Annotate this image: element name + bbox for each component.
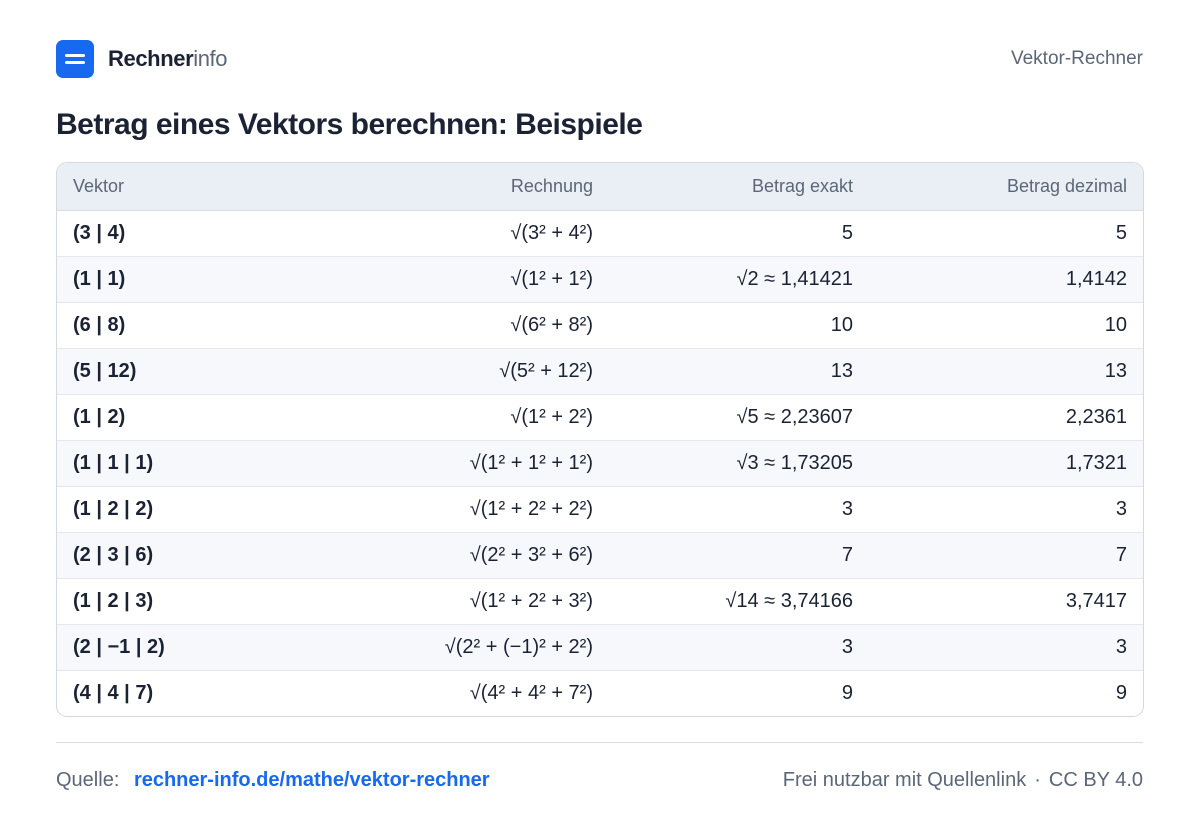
- cell-decimal: 13: [869, 348, 1143, 395]
- table-body: (3 | 4) √(3² + 4²) 5 5 (1 | 1) √(1² + 1²) √2 ≈…: [57, 210, 1143, 717]
- cell-exact: 3: [609, 624, 869, 671]
- table-row: (6 | 8) √(6² + 8²) 10 10: [57, 302, 1143, 349]
- cell-calculation: √(3² + 4²): [317, 210, 609, 257]
- cell-decimal: 1,4142: [869, 256, 1143, 303]
- table-row: (3 | 4) √(3² + 4²) 5 5: [57, 210, 1143, 257]
- cell-vector: (2 | −1 | 2): [57, 624, 317, 671]
- cell-exact: √2 ≈ 1,41421: [609, 256, 869, 303]
- examples-table-container: Vektor Rechnung Betrag exakt Betrag dezi…: [56, 162, 1144, 717]
- cell-decimal: 3: [869, 624, 1143, 671]
- header-calculator-label: Vektor-Rechner: [1010, 48, 1143, 69]
- cell-decimal: 3: [869, 486, 1143, 533]
- brand-name: Rechnerinfo: [108, 46, 228, 72]
- cell-calculation: √(1² + 2² + 2²): [317, 486, 609, 533]
- cell-decimal: 1,7321: [869, 440, 1143, 487]
- cell-exact: √14 ≈ 3,74166: [609, 578, 869, 625]
- footer-divider: [56, 742, 1143, 743]
- brand-name-bold: Rechner: [108, 46, 194, 71]
- table-header-row: Vektor Rechnung Betrag exakt Betrag dezi…: [57, 163, 1143, 211]
- cell-decimal: 2,2361: [869, 394, 1143, 441]
- logo-icon: [56, 40, 94, 78]
- cell-exact: 10: [609, 302, 869, 349]
- table-row: (1 | 2 | 3) √(1² + 2² + 3²) √14 ≈ 3,74166 3…: [57, 578, 1143, 625]
- table-row: (1 | 1 | 1) √(1² + 1² + 1²) √3 ≈ 1,73205 1,…: [57, 440, 1143, 487]
- cell-vector: (1 | 1 | 1): [57, 440, 317, 487]
- source-label: Quelle:: [56, 768, 120, 791]
- license-text: Frei nutzbar mit Quellenlink: [782, 768, 1027, 791]
- cell-calculation: √(6² + 8²): [317, 302, 609, 349]
- cell-vector: (1 | 2): [57, 394, 317, 441]
- table-row: (1 | 2 | 2) √(1² + 2² + 2²) 3 3: [57, 486, 1143, 533]
- table-row: (2 | 3 | 6) √(2² + 3² + 6²) 7 7: [57, 532, 1143, 579]
- examples-table: Vektor Rechnung Betrag exakt Betrag dezi…: [57, 163, 1143, 716]
- cell-exact: 9: [841, 682, 853, 704]
- footer-source: Quelle: rechner-info.de/mathe/vektor-rec…: [56, 769, 490, 792]
- license-separator: ·: [1034, 768, 1041, 791]
- cell-calculation: √(1² + 2²): [317, 394, 609, 441]
- cell-vector: (1 | 2 | 2): [57, 486, 317, 533]
- table-row: (4 | 4 | 7) √(4² + 4² + 7²) 9 9: [57, 671, 1143, 717]
- cell-calculation: √(2² + (−1)² + 2²): [317, 624, 609, 671]
- footer-license: Frei nutzbar mit Quellenlink · CC BY 4.0: [783, 769, 1143, 792]
- page-footer: Quelle: rechner-info.de/mathe/vektor-rec…: [56, 764, 1143, 796]
- cell-vector: (4 | 4 | 7): [73, 682, 154, 704]
- cell-decimal: 10: [869, 302, 1143, 349]
- cell-vector: (3 | 4): [57, 210, 317, 257]
- table-row: (1 | 2) √(1² + 2²) √5 ≈ 2,23607 2,2361: [57, 394, 1143, 441]
- cell-calculation: √(4² + 4² + 7²): [469, 682, 593, 704]
- cell-exact: 3: [609, 486, 869, 533]
- cell-exact: √5 ≈ 2,23607: [609, 394, 869, 441]
- cell-decimal: 3,7417: [869, 578, 1143, 625]
- cell-vector: (1 | 2 | 3): [57, 578, 317, 625]
- cell-vector: (5 | 12): [57, 348, 317, 395]
- column-header-exact: Betrag exakt: [609, 163, 869, 211]
- cell-calculation: √(1² + 1²): [317, 256, 609, 303]
- column-header-vector: Vektor: [57, 163, 317, 211]
- cell-exact: 7: [609, 532, 869, 579]
- table-row: (1 | 1) √(1² + 1²) √2 ≈ 1,41421 1,4142: [57, 256, 1143, 303]
- cell-vector: (6 | 8): [57, 302, 317, 349]
- source-link[interactable]: rechner-info.de/mathe/vektor-rechner: [133, 768, 490, 791]
- cell-exact: 5: [609, 210, 869, 257]
- brand-logo-link[interactable]: Rechnerinfo: [56, 40, 228, 78]
- cell-decimal: 7: [869, 532, 1143, 579]
- page-title: Betrag eines Vektors berechnen: Beispiel…: [56, 108, 643, 141]
- page-header: Rechnerinfo Vektor-Rechner: [56, 40, 1143, 78]
- table-row: (5 | 12) √(5² + 12²) 13 13: [57, 348, 1143, 395]
- column-header-calculation: Rechnung: [317, 163, 609, 211]
- table-row: (2 | −1 | 2) √(2² + (−1)² + 2²) 3 3: [57, 624, 1143, 671]
- cell-calculation: √(1² + 1² + 1²): [317, 440, 609, 487]
- cell-exact: 13: [609, 348, 869, 395]
- license-name: CC BY 4.0: [1048, 768, 1143, 791]
- cell-decimal: 5: [869, 210, 1143, 257]
- cell-decimal: 9: [1115, 682, 1127, 704]
- cell-vector: (1 | 1): [57, 256, 317, 303]
- cell-calculation: √(5² + 12²): [317, 348, 609, 395]
- cell-exact: √3 ≈ 1,73205: [609, 440, 869, 487]
- cell-calculation: √(2² + 3² + 6²): [317, 532, 609, 579]
- column-header-decimal: Betrag dezimal: [869, 163, 1143, 211]
- cell-calculation: √(1² + 2² + 3²): [317, 578, 609, 625]
- cell-vector: (2 | 3 | 6): [57, 532, 317, 579]
- brand-name-light: info: [193, 46, 228, 71]
